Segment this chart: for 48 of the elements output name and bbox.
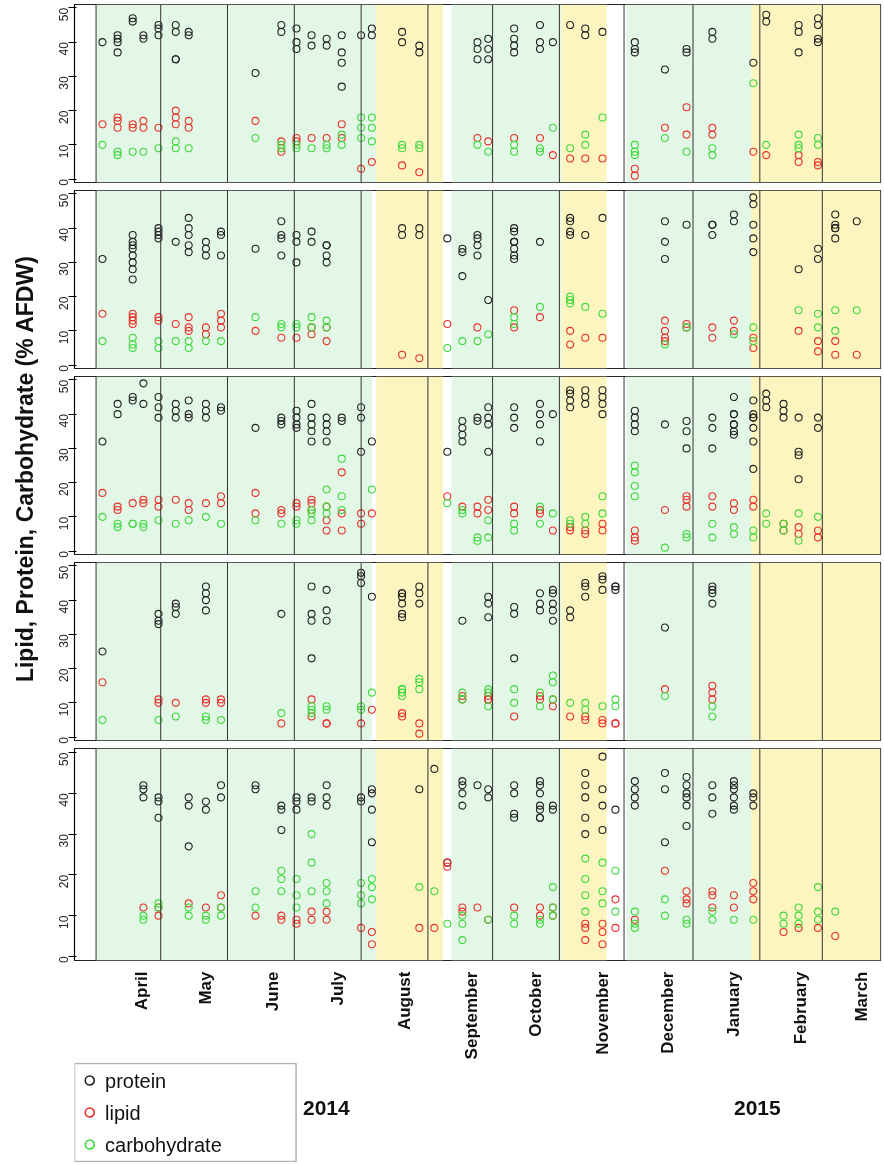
x-tick-label: January xyxy=(724,970,744,1037)
y-tick-label: 20 xyxy=(57,296,71,310)
y-tick-label: 50 xyxy=(57,565,71,580)
y-tick-label: 30 xyxy=(57,76,71,90)
y-tick-label: 30 xyxy=(57,833,71,848)
x-tick-label: March xyxy=(851,971,871,1022)
y-tick-label: 10 xyxy=(57,330,71,345)
y-tick-label: 10 xyxy=(57,144,71,159)
x-tick-label: February xyxy=(791,970,811,1045)
y-tick-label: 40 xyxy=(57,599,71,614)
y-tick-label: 20 xyxy=(57,874,71,889)
x-tick-label: April xyxy=(131,971,151,1011)
x-tick-label: June xyxy=(263,971,283,1012)
x-tick-label: December xyxy=(657,971,677,1054)
legend-label: lipid xyxy=(105,1101,141,1124)
y-tick-label: 50 xyxy=(57,7,71,22)
y-tick-label: 0 xyxy=(57,550,71,558)
y-tick-label: 10 xyxy=(57,702,71,717)
legend-label: protein xyxy=(105,1069,167,1092)
y-tick-label: 0 xyxy=(57,736,71,744)
x-tick-label: October xyxy=(526,971,546,1037)
y-tick-label: 40 xyxy=(57,227,71,242)
y-tick-label: 50 xyxy=(57,379,71,394)
y-tick-label: 20 xyxy=(57,110,71,124)
y-tick-label: 0 xyxy=(57,364,71,372)
y-tick-label: 30 xyxy=(57,262,71,276)
y-tick-label: 0 xyxy=(57,956,71,964)
text: 2015 xyxy=(734,1095,782,1119)
y-tick-label: 50 xyxy=(57,193,71,208)
x-tick-label: May xyxy=(196,970,216,1005)
y-tick-label: 20 xyxy=(57,668,71,682)
y-tick-label: 40 xyxy=(57,413,71,428)
y-tick-label: 40 xyxy=(57,41,71,56)
y-tick-label: 20 xyxy=(57,482,71,496)
y-axis-title: Lipid, Protein, Carbohydrate (% AFDW) xyxy=(11,256,38,683)
y-tick-label: 30 xyxy=(57,634,71,648)
y-tick-label: 40 xyxy=(57,793,71,807)
y-tick-label: 0 xyxy=(57,178,71,186)
x-tick-label: September xyxy=(461,971,481,1060)
text: 2014 xyxy=(302,1095,351,1119)
y-tick-label: 30 xyxy=(57,448,71,462)
x-tick-label: August xyxy=(394,971,414,1031)
x-tick-label: July xyxy=(327,970,347,1006)
y-tick-label: 10 xyxy=(57,516,71,531)
y-tick-label: 50 xyxy=(57,752,71,766)
legend-label: carbohydrate xyxy=(105,1133,222,1156)
x-tick-label: November xyxy=(592,971,612,1055)
y-tick-label: 10 xyxy=(57,915,71,929)
